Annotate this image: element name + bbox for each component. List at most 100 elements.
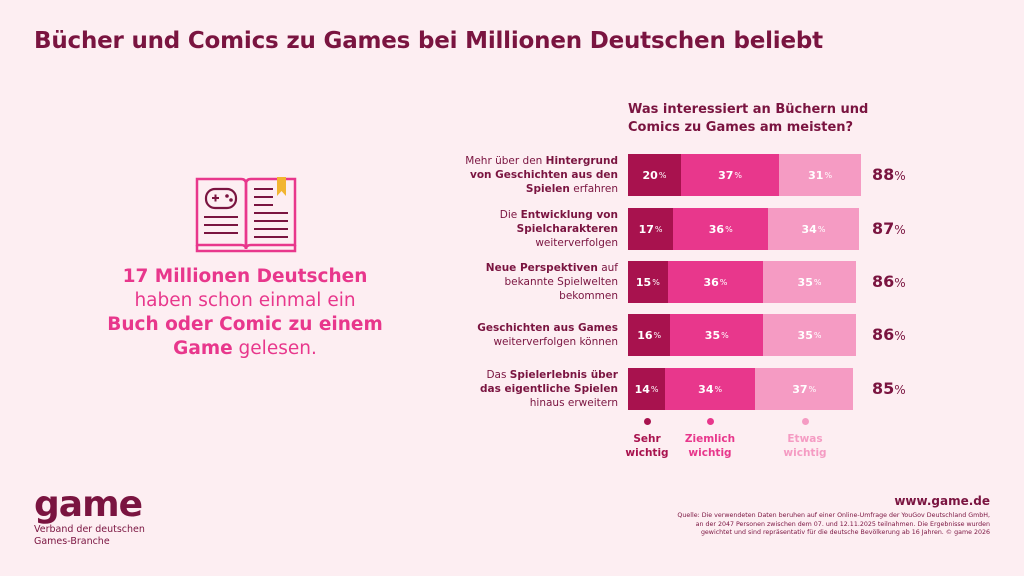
bar-segment-etwas: 35% xyxy=(763,261,856,303)
legend-label-line-2: wichtig xyxy=(625,447,669,459)
row-total: 86% xyxy=(872,325,906,344)
stacked-bar: 16% 35% 35% xyxy=(628,314,856,356)
segment-value-label: 37 xyxy=(718,168,734,182)
legend-label-line-1: Ziemlich xyxy=(684,433,736,445)
row-label-part: Neue Perspektiven xyxy=(485,262,598,274)
stat-line-4-bold: Game xyxy=(173,338,233,359)
logo-sub-line-1: Verband der deutschen xyxy=(34,524,145,535)
segment-unit: % xyxy=(721,330,729,340)
row-label: Die Entwicklung von Spielcharakteren weite… xyxy=(430,208,618,250)
logo-subtitle: Verband der deutschen Games-Branche xyxy=(34,524,145,548)
bar-segment-sehr: 14% xyxy=(628,368,666,410)
row-label-part: Mehr über den xyxy=(465,155,546,167)
legend-item-sehr: Sehr wichtig xyxy=(612,418,682,460)
bar-segment-etwas: 35% xyxy=(763,314,856,356)
legend-label-line-1: Sehr xyxy=(633,433,661,445)
row-label-part: Hintergrund xyxy=(545,155,618,167)
segment-value-label: 37 xyxy=(792,382,808,396)
row-label: Geschichten aus Games weiterverfolgen kön… xyxy=(430,321,618,349)
row-label-part: bekannte Spielwelten xyxy=(504,276,618,288)
legend-dot xyxy=(643,418,651,425)
segment-value-label: 35 xyxy=(797,328,813,342)
row-total: 86% xyxy=(872,272,906,291)
question-line-2: Comics zu Games am meisten? xyxy=(628,120,854,135)
segment-value-label: 34 xyxy=(698,382,714,396)
row-label-part: Die xyxy=(499,209,521,221)
segment-unit: % xyxy=(658,170,667,180)
segment-unit: % xyxy=(808,384,817,394)
total-value: 86 xyxy=(872,325,895,344)
headline-stat: 17 Millionen Deutschen haben schon einma… xyxy=(100,265,390,361)
row-label-part: Spielcharakteren xyxy=(516,223,618,235)
segment-value-label: 17 xyxy=(638,222,654,236)
total-value: 87 xyxy=(872,219,895,238)
segment-unit: % xyxy=(650,384,659,394)
segment-value-label: 34 xyxy=(801,222,817,236)
segment-unit: % xyxy=(719,277,728,287)
bar-segment-sehr: 17% xyxy=(628,208,674,250)
segment-value-label: 31 xyxy=(808,168,824,182)
segment-value-label: 35 xyxy=(797,275,813,289)
segment-value-label: 16 xyxy=(637,328,653,342)
source-line-1: Quelle: Die verwendeten Daten beruhen au… xyxy=(677,512,990,519)
bar-segment-sehr: 16% xyxy=(628,314,671,356)
segment-unit: % xyxy=(725,224,733,234)
stacked-bar: 15% 36% 35% xyxy=(628,261,856,303)
segment-value-label: 20 xyxy=(642,168,658,182)
game-logo: game xyxy=(34,484,143,525)
segment-value-label: 15 xyxy=(635,275,652,289)
segment-unit: % xyxy=(813,330,822,340)
website-link[interactable]: www.game.de xyxy=(894,494,990,508)
stacked-bar: 20% 37% 31% xyxy=(628,154,862,196)
segment-value-label: 14 xyxy=(634,382,650,396)
total-unit: % xyxy=(894,223,906,237)
total-unit: % xyxy=(894,383,906,397)
row-label-part: erfahren xyxy=(569,183,618,195)
segment-value-label: 36 xyxy=(708,222,725,236)
stat-line-4-rest: gelesen. xyxy=(232,338,317,359)
chart-question: Was interessiert an Büchern und Comics z… xyxy=(628,101,868,137)
segment-value-label: 36 xyxy=(703,275,719,289)
bar-segment-etwas: 31% xyxy=(779,154,862,196)
book-with-gamepad-icon xyxy=(195,177,297,253)
segment-unit: % xyxy=(714,384,723,394)
stat-line-1: 17 Millionen Deutschen xyxy=(122,266,368,287)
bar-segment-ziemlich: 36% xyxy=(667,261,764,303)
bar-segment-sehr: 15% xyxy=(628,261,668,303)
row-label-part: weiterverfolgen können xyxy=(493,336,618,348)
row-label: Mehr über den Hintergrund von Geschichten… xyxy=(430,154,618,196)
bar-segment-sehr: 20% xyxy=(628,154,681,196)
row-label-part: Spielerlebnis über xyxy=(509,369,618,381)
stacked-bar: 17% 36% 34% xyxy=(628,208,859,250)
source-line-3: gewichtet und sind repräsentativ für die… xyxy=(700,529,990,536)
total-unit: % xyxy=(894,169,906,183)
row-label-part: auf xyxy=(597,262,618,274)
source-line-2: an der 2047 Personen zwischen dem 07. un… xyxy=(695,520,990,528)
stat-line-2: haben schon einmal ein xyxy=(134,290,356,311)
bar-segment-etwas: 37% xyxy=(755,368,854,410)
bar-segment-ziemlich: 34% xyxy=(665,368,756,410)
segment-unit: % xyxy=(653,330,662,340)
row-label: Das Spielerlebnis über das eigentliche Sp… xyxy=(430,368,618,410)
source-note: Quelle: Die verwendeten Daten beruhen au… xyxy=(660,512,990,538)
question-line-1: Was interessiert an Büchern und xyxy=(628,102,869,117)
segment-value-label: 35 xyxy=(704,328,721,342)
legend-label-line-1: Etwas xyxy=(787,433,823,445)
total-unit: % xyxy=(894,276,906,290)
row-label-part: Geschichten aus Games xyxy=(477,322,618,334)
legend-dot xyxy=(801,418,809,425)
bar-segment-etwas: 34% xyxy=(768,208,859,250)
row-total: 88% xyxy=(872,165,906,184)
total-value: 86 xyxy=(872,272,895,291)
legend-label-line-2: wichtig xyxy=(783,447,827,459)
total-value: 88 xyxy=(872,165,895,184)
total-value: 85 xyxy=(872,379,895,398)
total-unit: % xyxy=(894,329,906,343)
bar-segment-ziemlich: 36% xyxy=(673,208,769,250)
legend-item-ziemlich: Ziemlich wichtig xyxy=(675,418,745,460)
segment-unit: % xyxy=(824,170,833,180)
legend-dot xyxy=(706,418,714,425)
row-label-part: Entwicklung von xyxy=(520,209,618,221)
row-label-part: von Geschichten aus den xyxy=(469,169,618,181)
segment-unit: % xyxy=(652,277,660,287)
